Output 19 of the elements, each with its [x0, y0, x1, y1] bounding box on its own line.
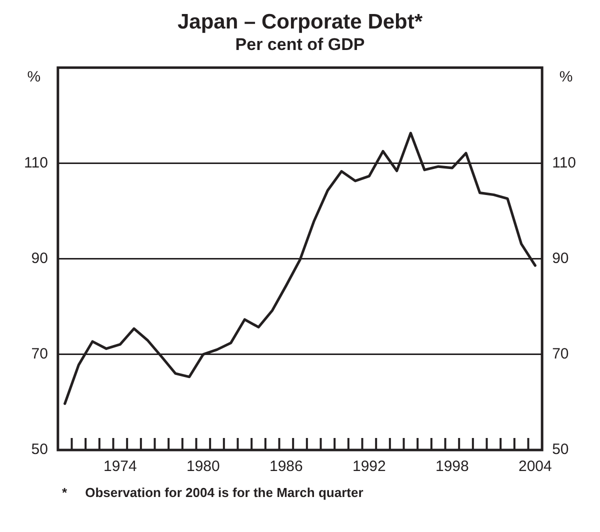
y2-tick-label: 90 — [552, 250, 569, 267]
y-axis-title: % — [27, 68, 41, 86]
y2-axis-title: % — [559, 68, 573, 86]
x-tick-label: 1998 — [435, 458, 469, 476]
y-tick-label: 110 — [24, 154, 48, 172]
y-tick-label: 70 — [31, 346, 48, 363]
text: * Observation for 2004 is for the March quarter — [62, 485, 364, 500]
y-tick-label: 50 — [31, 441, 48, 458]
x-tick-label: 1992 — [352, 458, 386, 476]
x-tick-label: 1980 — [186, 458, 220, 476]
x-tick-label: 1974 — [103, 458, 137, 476]
x-tick-label: 2004 — [518, 458, 552, 476]
y2-tick-label: 50 — [552, 441, 569, 458]
chart-title: Japan – Corporate Debt* — [177, 10, 424, 34]
x-tick-label: 1986 — [269, 458, 303, 476]
chart-subtitle: Per cent of GDP — [235, 35, 365, 54]
y-tick-label: 90 — [31, 250, 48, 267]
y2-tick-label: 110 — [552, 154, 576, 172]
y2-tick-label: 70 — [552, 346, 569, 363]
